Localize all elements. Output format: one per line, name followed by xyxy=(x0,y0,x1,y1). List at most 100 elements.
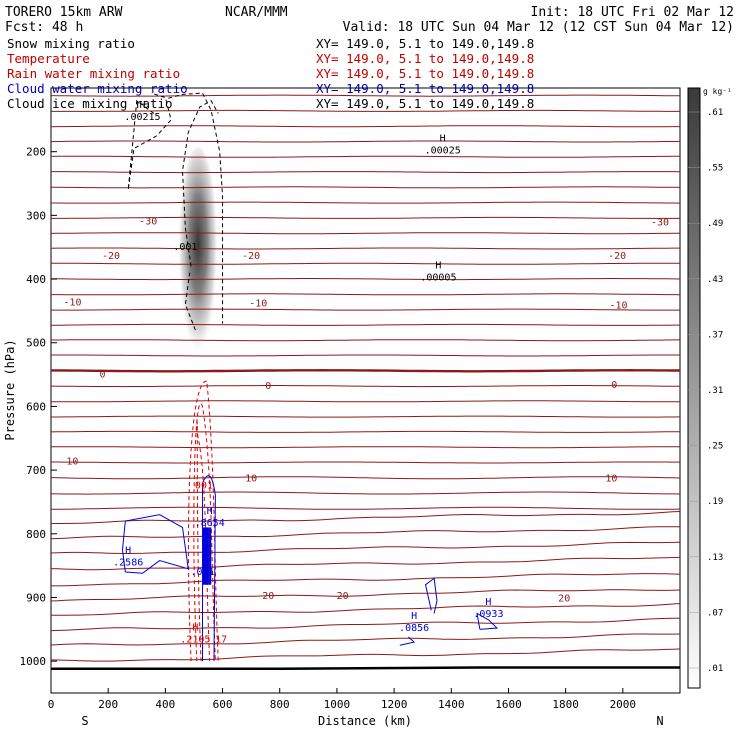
ice-contour xyxy=(127,92,172,190)
isotherm-line xyxy=(51,155,680,158)
plot-frame xyxy=(50,87,681,694)
y-tick-label: 300 xyxy=(26,209,46,222)
isotherm-line xyxy=(51,171,680,174)
extremum-value: .2105 xyxy=(180,634,210,645)
isotherm-label: -10 xyxy=(63,297,81,308)
extremum-marker: H xyxy=(440,133,446,144)
extremum-value: .8654 xyxy=(195,518,225,529)
field-name-cloud-ice: Cloud ice mixing ratio xyxy=(7,96,173,111)
extremum-marker: H xyxy=(125,545,131,556)
rain-contour xyxy=(193,403,216,662)
colorbar-label: .19 xyxy=(707,497,723,507)
isotherm-label: 20 xyxy=(262,591,274,602)
isotherm-line xyxy=(51,430,680,433)
y-tick-label: 700 xyxy=(26,464,46,477)
colorbar-label: .49 xyxy=(707,219,723,229)
cloud-water-core xyxy=(203,527,206,585)
rain-contour xyxy=(196,421,211,662)
colorbar-unit: g kg⁻¹ xyxy=(703,87,732,96)
isotherm-line xyxy=(51,476,680,480)
init-time: Init: 18 UTC Fri 02 Mar 12 xyxy=(531,5,735,20)
isotherm-line xyxy=(51,415,680,418)
extremum-marker: H xyxy=(192,622,198,633)
isotherm-label: 0 xyxy=(99,369,105,380)
colorbar-fill xyxy=(687,87,701,689)
extremum-value: .00005 xyxy=(420,273,456,284)
colorbar-label: .01 xyxy=(707,664,723,674)
extremum-value: .0856 xyxy=(399,623,429,634)
ice-contour xyxy=(184,272,196,331)
isotherm-label: 20 xyxy=(558,593,570,604)
y-tick-label: 900 xyxy=(26,591,46,604)
x-axis-label: Distance (km) xyxy=(318,714,412,728)
x-tick-label: 1200 xyxy=(381,698,408,711)
cloud-water-core xyxy=(209,527,212,585)
isotherm-label: 10 xyxy=(66,457,78,468)
extremum-value: .001 xyxy=(173,242,197,253)
isotherm-line xyxy=(51,368,680,373)
isotherm-line xyxy=(51,617,680,632)
extremum-value: .00215 xyxy=(124,112,160,123)
field-name-temperature: Temperature xyxy=(7,51,90,66)
ground-line xyxy=(51,666,680,671)
extrema-labels: H.00215H.00025H.00005.001H.8654H.2586.00… xyxy=(113,100,503,645)
x-tick-label: 1800 xyxy=(552,698,579,711)
isotherm-label: -30 xyxy=(651,218,669,229)
endpoint-north: N xyxy=(656,714,663,728)
isotherm-line xyxy=(51,125,680,128)
isotherm-line xyxy=(51,385,680,388)
isotherm-label: -10 xyxy=(249,299,267,310)
isotherm-line xyxy=(51,511,680,525)
isotherm-line xyxy=(51,633,680,646)
y-tick-label: 400 xyxy=(26,273,46,286)
y-tick-label: 1000 xyxy=(20,655,47,668)
isotherm-label: 10 xyxy=(605,474,617,485)
extremum-marker: H xyxy=(411,611,417,622)
isotherm-line xyxy=(51,201,680,204)
isotherm-line xyxy=(51,308,680,311)
cloud-water-contour xyxy=(202,475,216,662)
isotherm-label: 0 xyxy=(611,380,617,391)
forecast-hour: Fcst: 48 h xyxy=(5,20,83,35)
extremum-marker: H xyxy=(139,100,145,111)
field-name-snow: Snow mixing ratio xyxy=(7,36,135,51)
ice-contour xyxy=(168,92,224,324)
isotherm-label: -20 xyxy=(608,251,626,262)
valid-time: Valid: 18 UTC Sun 04 Mar 12 (12 CST Sun … xyxy=(343,20,734,35)
rain-contour xyxy=(187,380,219,662)
extremum-value: .0933 xyxy=(473,609,503,620)
isotherm-line xyxy=(51,541,680,554)
model-title: TORERO 15km ARW xyxy=(5,5,123,20)
isotherm-line xyxy=(51,323,680,326)
isotherm-line xyxy=(51,648,680,662)
cloud-water-core xyxy=(206,527,209,585)
y-tick-label: 500 xyxy=(26,337,46,350)
isotherm-line xyxy=(51,556,680,571)
isotherm-line xyxy=(51,186,680,189)
isotherm-line xyxy=(51,216,680,219)
colorbar-label: .55 xyxy=(707,164,723,174)
cloud-water-contour xyxy=(424,577,438,614)
colorbar-label: .43 xyxy=(707,275,723,285)
isotherm-line xyxy=(51,506,680,510)
x-tick-label: 200 xyxy=(98,698,118,711)
x-tick-label: 1400 xyxy=(438,698,465,711)
isotherm-line xyxy=(51,603,680,616)
colorbar-label: .37 xyxy=(707,330,723,340)
extremum-value: .00025 xyxy=(425,145,461,156)
isotherm-line xyxy=(51,232,680,235)
extremum-marker: H xyxy=(485,597,491,608)
isotherm-line xyxy=(51,94,680,97)
colorbar: g kg⁻¹ .01 .07 .13 .19 .25 .31 .37 .43 .49 .55 .61 xyxy=(687,87,732,689)
isotherm-line xyxy=(51,446,680,449)
isotherm-line xyxy=(51,400,680,403)
cloud-water-core xyxy=(205,527,207,585)
isotherm-line xyxy=(51,109,680,112)
extremum-value: 001 xyxy=(195,480,213,491)
ice-contour xyxy=(182,100,219,267)
field-xy-temperature: XY= 149.0, 5.1 to 149.0,149.8 xyxy=(316,51,534,66)
extremum-value: .2586 xyxy=(113,557,143,568)
plot-content xyxy=(51,92,680,671)
isotherm-line xyxy=(51,293,680,296)
